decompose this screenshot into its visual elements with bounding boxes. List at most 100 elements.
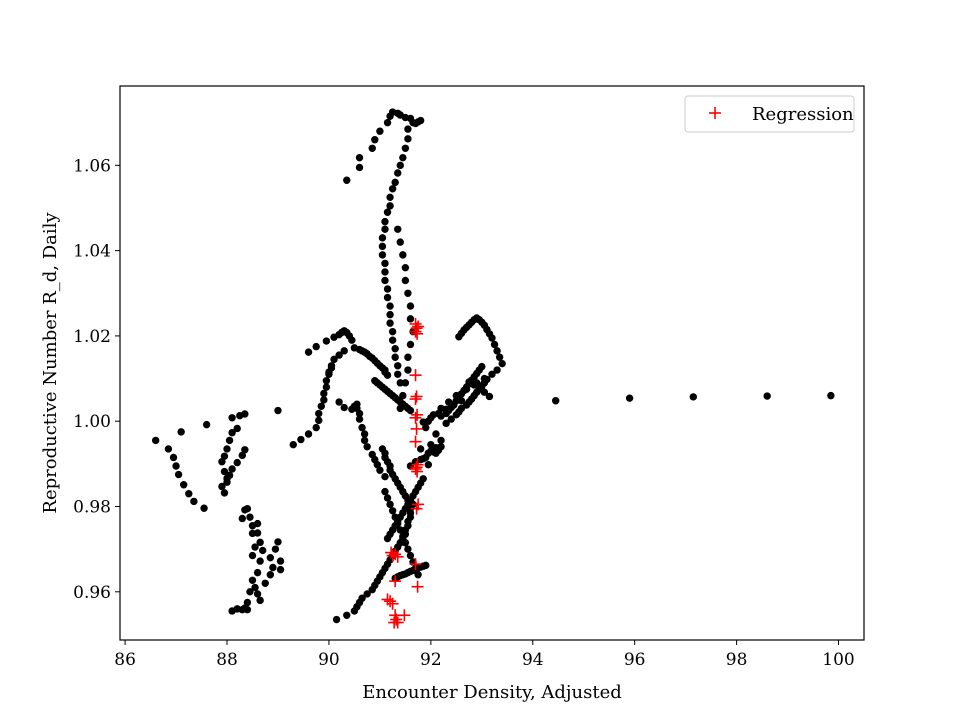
series-0: [151, 108, 835, 624]
data-point: [432, 443, 440, 452]
x-axis-ticks: 86 88 90 92 94 96 98 100: [114, 640, 855, 670]
data-point: [228, 465, 236, 473]
x-tick-label: 88: [216, 650, 238, 670]
data-point: [340, 347, 348, 355]
data-point: [241, 446, 249, 454]
data-point: [383, 208, 392, 216]
data-point: [185, 490, 193, 498]
data-point: [251, 543, 259, 551]
data-point: [223, 474, 231, 483]
data-point: [386, 202, 394, 210]
data-point: [174, 470, 183, 479]
data-point: [266, 571, 275, 579]
data-point: [258, 546, 267, 555]
data-point: [253, 519, 262, 528]
data-point: [427, 414, 435, 422]
data-point: [220, 467, 229, 476]
regression-point: [409, 462, 422, 475]
data-point: [383, 285, 392, 293]
data-point: [376, 127, 384, 135]
data-point: [322, 337, 331, 345]
data-point: [266, 553, 275, 562]
y-axis-ticks: 0.96 0.98 1.00 1.02 1.04 1.06: [73, 156, 120, 603]
data-point: [202, 420, 211, 429]
regression-point: [385, 546, 398, 559]
data-point: [363, 590, 371, 598]
data-point: [253, 590, 262, 598]
data-point: [386, 193, 394, 202]
y-tick-label: 1.06: [73, 156, 111, 176]
data-point: [179, 481, 188, 489]
data-point: [381, 225, 389, 233]
regression-point: [391, 550, 404, 563]
data-point: [335, 398, 343, 406]
data-point: [488, 370, 496, 379]
data-point: [343, 176, 351, 184]
regression-point: [411, 408, 424, 421]
data-point: [218, 482, 226, 491]
data-point: [478, 362, 486, 371]
data-point: [317, 402, 325, 410]
data-point: [383, 293, 392, 302]
data-point: [383, 118, 392, 127]
data-point: [419, 475, 427, 483]
regression-point: [386, 597, 399, 610]
data-point: [493, 347, 501, 355]
data-point: [378, 445, 387, 453]
data-point: [343, 611, 351, 619]
regression-point: [411, 465, 424, 478]
y-tick-label: 1.04: [73, 242, 111, 262]
data-point: [386, 310, 394, 319]
data-point: [442, 405, 450, 413]
data-point: [218, 458, 226, 466]
data-point: [381, 472, 389, 481]
data-point: [404, 545, 412, 553]
data-point: [340, 403, 348, 412]
data-point: [312, 423, 320, 432]
data-point: [432, 430, 440, 438]
data-point: [401, 263, 410, 272]
data-point: [406, 302, 415, 310]
data-point: [355, 153, 364, 162]
data-point: [355, 415, 364, 423]
regression-point: [409, 411, 422, 424]
data-point: [419, 455, 427, 463]
data-point: [358, 423, 366, 432]
data-point: [172, 462, 180, 470]
data-point: [475, 384, 483, 392]
data-point: [289, 440, 297, 449]
data-point: [437, 436, 445, 445]
data-point: [434, 409, 443, 418]
data-point: [401, 144, 410, 152]
regression-point: [410, 390, 423, 403]
data-point: [304, 430, 313, 438]
data-point: [625, 394, 634, 402]
data-point: [228, 429, 236, 437]
data-point: [490, 340, 499, 349]
data-point: [381, 276, 389, 285]
regression-point: [410, 422, 423, 435]
data-point: [381, 487, 389, 496]
regression-point: [409, 558, 422, 571]
data-point: [368, 144, 376, 152]
plot-frame: [119, 85, 865, 641]
data-point: [391, 345, 399, 353]
data-point: [243, 504, 252, 513]
data-point: [450, 401, 458, 409]
data-point: [241, 410, 249, 418]
data-point: [190, 497, 198, 506]
data-point: [233, 424, 241, 433]
data-point: [404, 125, 412, 133]
data-point: [394, 362, 402, 370]
regression-point: [384, 595, 397, 608]
data-point: [373, 461, 382, 469]
data-point: [381, 217, 389, 226]
data-point: [383, 494, 392, 502]
data-point: [269, 563, 277, 572]
x-tick-label: 86: [114, 650, 136, 670]
data-point: [238, 451, 247, 460]
legend-plus-icon: [709, 107, 721, 119]
series-1: [381, 317, 425, 629]
x-tick-label: 92: [420, 650, 442, 670]
regression-point: [409, 435, 422, 448]
